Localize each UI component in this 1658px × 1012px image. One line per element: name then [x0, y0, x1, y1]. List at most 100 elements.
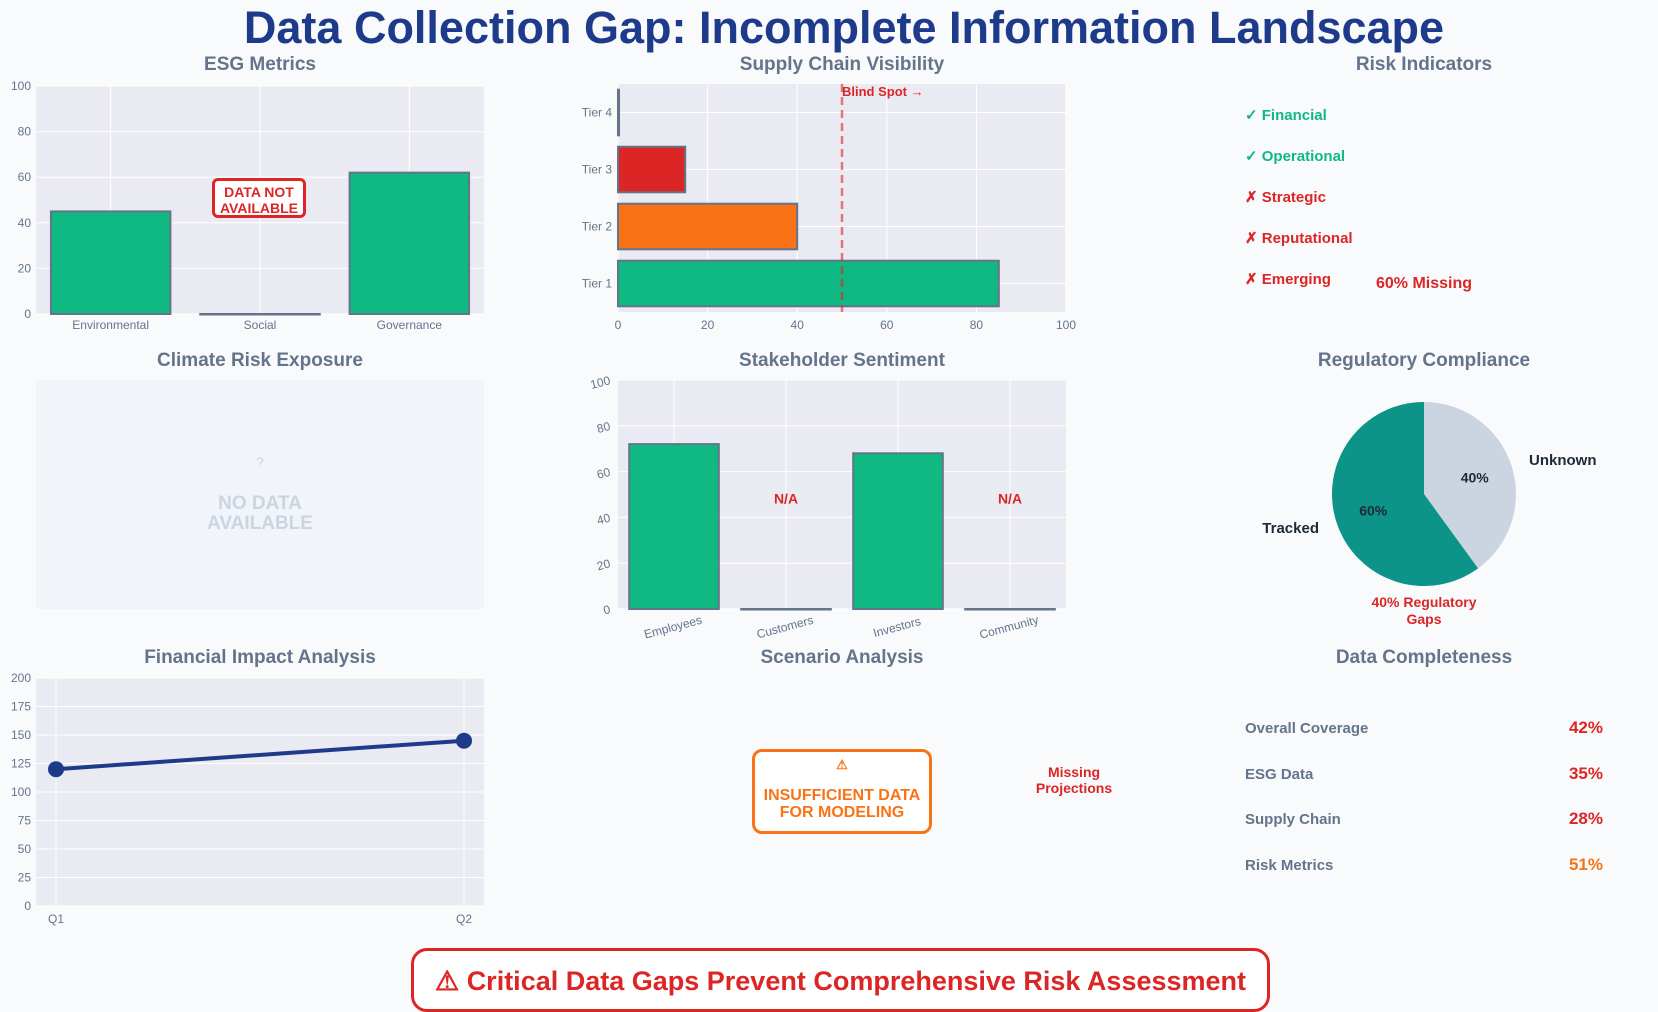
risk-missing-label: 60% Missing — [1375, 275, 1473, 292]
financial-point-q1 — [48, 761, 64, 778]
esg-y-tick: 100 — [11, 79, 31, 93]
cross-icon: ✗ — [1245, 189, 1262, 206]
financial-point-q2 — [456, 732, 472, 749]
completeness-value: 42% — [1568, 718, 1603, 737]
warning-icon: ⚠ — [836, 757, 848, 772]
climate-title: Climate Risk Exposure — [157, 350, 363, 371]
stakeholder-x-label: Community — [978, 613, 1040, 642]
financial-y-tick: 75 — [18, 814, 32, 828]
scenario-missing-projections: Missing Projections — [1035, 764, 1113, 796]
scenario-message: INSUFFICIENT DATA FOR MODELING — [763, 787, 921, 821]
risk-indicator-label: Strategic — [1261, 189, 1326, 206]
supply-bar-tier-1 — [617, 259, 1000, 308]
financial-y-tick: 50 — [18, 842, 32, 856]
risk-indicator-emerging: ✗ Emerging — [1245, 270, 1331, 288]
financial-line-chart: 0 25 50 75 100 125 150 175 200 Q1 Q2 — [11, 671, 484, 926]
supply-bar-tier-4 — [617, 88, 620, 137]
question-icon: ? — [256, 454, 264, 470]
climate-no-data-message: NO DATA AVAILABLE — [207, 493, 313, 534]
supply-x-tick: 0 — [615, 318, 622, 332]
stakeholder-y-tick: 40 — [595, 511, 612, 528]
stakeholder-bar-investors — [852, 452, 944, 610]
financial-y-tick: 150 — [11, 728, 31, 742]
esg-y-tick: 20 — [18, 261, 32, 275]
footer-text: Critical Data Gaps Prevent Comprehensive… — [466, 966, 1247, 996]
esg-y-tick: 40 — [18, 216, 32, 230]
completeness-label: Overall Coverage — [1245, 720, 1369, 737]
completeness-value: 51% — [1568, 854, 1603, 874]
cross-icon: ✗ — [1245, 230, 1262, 247]
risk-indicator-reputational: ✗ Reputational — [1245, 229, 1353, 247]
financial-x-label: Q1 — [48, 912, 64, 926]
stakeholder-na-label: N/A — [998, 491, 1022, 507]
stakeholder-x-label: Employees — [642, 613, 703, 642]
supply-bar-tier-2 — [617, 202, 799, 251]
stakeholder-x-label: Customers — [755, 613, 815, 642]
risk-indicator-operational: ✓ Operational — [1245, 147, 1345, 165]
financial-x-label: Q2 — [456, 912, 472, 926]
supply-y-label: Tier 3 — [582, 163, 613, 177]
supply-x-tick: 60 — [880, 318, 894, 332]
financial-y-tick: 175 — [11, 700, 31, 714]
completeness-label: Risk Metrics — [1245, 856, 1334, 874]
financial-series-line — [55, 738, 465, 772]
esg-bar-social — [199, 313, 321, 316]
risk-indicator-label: Operational — [1261, 148, 1346, 165]
stakeholder-na-label: N/A — [774, 491, 798, 507]
financial-title: Financial Impact Analysis — [144, 647, 376, 668]
scenario-title: Scenario Analysis — [760, 647, 924, 668]
esg-x-label: Governance — [377, 318, 443, 332]
esg-not-available-badge: DATA NOT AVAILABLE — [212, 178, 306, 218]
stakeholder-bar-employees — [628, 443, 720, 611]
stakeholder-title: Stakeholder Sentiment — [739, 350, 945, 371]
supply-chain-chart: 0 20 40 60 80 100 Tier 1 Tier 2 Tier 3 Tier 4 Blin… — [582, 84, 1076, 332]
esg-y-tick: 0 — [24, 307, 31, 321]
financial-y-tick: 100 — [11, 785, 31, 799]
regulatory-pie-chart: 40% Unknown 60% Tracked — [1262, 402, 1596, 586]
supply-x-tick: 20 — [701, 318, 715, 332]
financial-y-tick: 200 — [11, 671, 31, 685]
risk-indicator-strategic: ✗ Strategic — [1245, 188, 1326, 206]
supply-y-label: Tier 4 — [582, 106, 613, 120]
pie-pct-label: 60% — [1359, 502, 1388, 518]
completeness-title: Data Completeness — [1335, 647, 1513, 668]
supply-bar-tier-3 — [617, 145, 687, 194]
completeness-value: 28% — [1568, 809, 1603, 828]
scenario-insufficient-box: ⚠ INSUFFICIENT DATA FOR MODELING — [752, 749, 932, 834]
risk-title: Risk Indicators — [1355, 54, 1493, 75]
stakeholder-chart: 0 20 40 60 80 100 Employees N/A Customers Investo… — [589, 373, 1066, 642]
stakeholder-bar-community — [964, 608, 1056, 611]
esg-bar-environmental — [49, 210, 172, 315]
supply-x-tick: 100 — [1056, 318, 1076, 332]
stakeholder-y-tick: 20 — [595, 556, 612, 573]
financial-y-tick: 125 — [11, 757, 31, 771]
supply-y-label: Tier 1 — [582, 277, 613, 291]
critical-gap-banner: ⚠ Critical Data Gaps Prevent Comprehensi… — [411, 948, 1270, 1012]
risk-indicator-label: Financial — [1261, 107, 1327, 124]
risk-indicator-financial: ✓ Financial — [1245, 106, 1327, 124]
esg-x-label: Environmental — [72, 318, 149, 332]
alert-icon: ⚠ — [434, 966, 467, 996]
stakeholder-y-tick: 80 — [595, 419, 612, 436]
financial-y-tick: 25 — [18, 871, 32, 885]
risk-indicator-label: Emerging — [1261, 271, 1331, 288]
pie-category-label: Tracked — [1262, 520, 1319, 537]
pie-slice-unknown — [1424, 402, 1516, 569]
completeness-label: Supply Chain — [1245, 811, 1341, 828]
supply-y-label: Tier 2 — [582, 220, 613, 234]
stakeholder-y-tick: 100 — [589, 373, 612, 392]
stakeholder-bar-customers — [740, 608, 832, 611]
cross-icon: ✗ — [1245, 271, 1262, 288]
page-title: Data Collection Gap: Incomplete Informat… — [243, 2, 1445, 53]
pie-slice-tracked — [1332, 402, 1479, 586]
risk-indicator-label: Reputational — [1261, 230, 1353, 247]
esg-bar-governance — [348, 171, 471, 315]
supply-x-tick: 40 — [791, 318, 805, 332]
esg-y-tick: 60 — [18, 170, 32, 184]
stakeholder-x-label: Investors — [872, 614, 923, 640]
pie-pct-label: 40% — [1461, 470, 1490, 486]
esg-title: ESG Metrics — [204, 54, 316, 75]
esg-y-tick: 80 — [18, 125, 32, 139]
check-icon: ✓ — [1245, 148, 1262, 165]
financial-y-tick: 0 — [24, 899, 31, 913]
